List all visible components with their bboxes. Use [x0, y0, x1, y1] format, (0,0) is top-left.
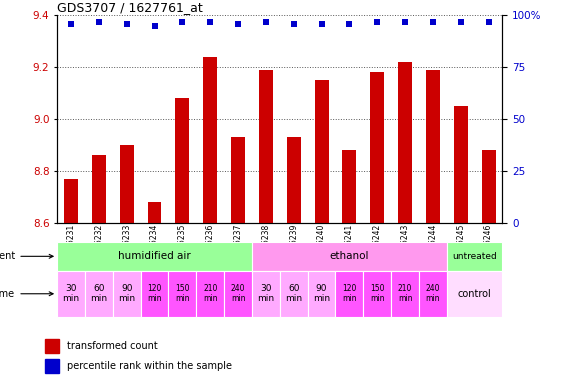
- Bar: [196, 271, 224, 317]
- Text: 150
min: 150 min: [370, 284, 384, 303]
- Text: 120
min: 120 min: [147, 284, 162, 303]
- Text: 60
min: 60 min: [285, 284, 302, 303]
- Bar: [120, 145, 134, 223]
- Bar: [168, 271, 196, 317]
- Point: [262, 18, 271, 25]
- Text: agent: agent: [0, 251, 53, 262]
- Bar: [280, 271, 308, 317]
- Point: [317, 21, 326, 27]
- Bar: [454, 106, 468, 223]
- Text: 30
min: 30 min: [62, 284, 79, 303]
- Text: untreated: untreated: [452, 252, 497, 261]
- Point: [94, 18, 103, 25]
- Text: time: time: [0, 289, 53, 299]
- Point: [206, 18, 215, 25]
- Bar: [113, 271, 140, 317]
- Point: [400, 18, 409, 25]
- Point: [428, 18, 437, 25]
- Bar: [85, 271, 113, 317]
- Text: control: control: [458, 289, 492, 299]
- Text: 150
min: 150 min: [175, 284, 190, 303]
- Bar: [336, 271, 363, 317]
- Bar: [447, 271, 502, 317]
- Bar: [203, 57, 217, 223]
- Bar: [64, 179, 78, 223]
- Bar: [370, 72, 384, 223]
- Point: [456, 18, 465, 25]
- Text: 240
min: 240 min: [231, 284, 246, 303]
- Bar: [224, 271, 252, 317]
- Bar: [426, 70, 440, 223]
- Point: [66, 21, 75, 27]
- Bar: [140, 271, 168, 317]
- Text: GDS3707 / 1627761_at: GDS3707 / 1627761_at: [57, 1, 203, 14]
- Bar: [315, 80, 328, 223]
- Bar: [308, 271, 336, 317]
- Bar: [398, 62, 412, 223]
- Text: 120
min: 120 min: [342, 284, 357, 303]
- Bar: [57, 242, 252, 271]
- Text: transformed count: transformed count: [67, 341, 158, 351]
- Bar: [343, 150, 356, 223]
- Bar: [287, 137, 301, 223]
- Bar: [363, 271, 391, 317]
- Text: 90
min: 90 min: [118, 284, 135, 303]
- Bar: [419, 271, 447, 317]
- Bar: [231, 137, 245, 223]
- Bar: [45, 339, 59, 353]
- Text: 210
min: 210 min: [398, 284, 412, 303]
- Text: percentile rank within the sample: percentile rank within the sample: [67, 361, 232, 371]
- Bar: [252, 242, 447, 271]
- Bar: [175, 98, 190, 223]
- Bar: [147, 202, 162, 223]
- Point: [234, 21, 243, 27]
- Point: [289, 21, 298, 27]
- Bar: [57, 271, 85, 317]
- Text: 60
min: 60 min: [90, 284, 107, 303]
- Bar: [252, 271, 280, 317]
- Bar: [391, 271, 419, 317]
- Text: 30
min: 30 min: [258, 284, 275, 303]
- Point: [484, 18, 493, 25]
- Text: humidified air: humidified air: [118, 251, 191, 262]
- Bar: [259, 70, 273, 223]
- Bar: [481, 150, 496, 223]
- Bar: [447, 242, 502, 271]
- Text: 240
min: 240 min: [425, 284, 440, 303]
- Text: 90
min: 90 min: [313, 284, 330, 303]
- Text: ethanol: ethanol: [329, 251, 369, 262]
- Text: 210
min: 210 min: [203, 284, 218, 303]
- Point: [345, 21, 354, 27]
- Bar: [45, 359, 59, 372]
- Bar: [92, 155, 106, 223]
- Point: [150, 23, 159, 29]
- Point: [178, 18, 187, 25]
- Point: [122, 21, 131, 27]
- Point: [373, 18, 382, 25]
